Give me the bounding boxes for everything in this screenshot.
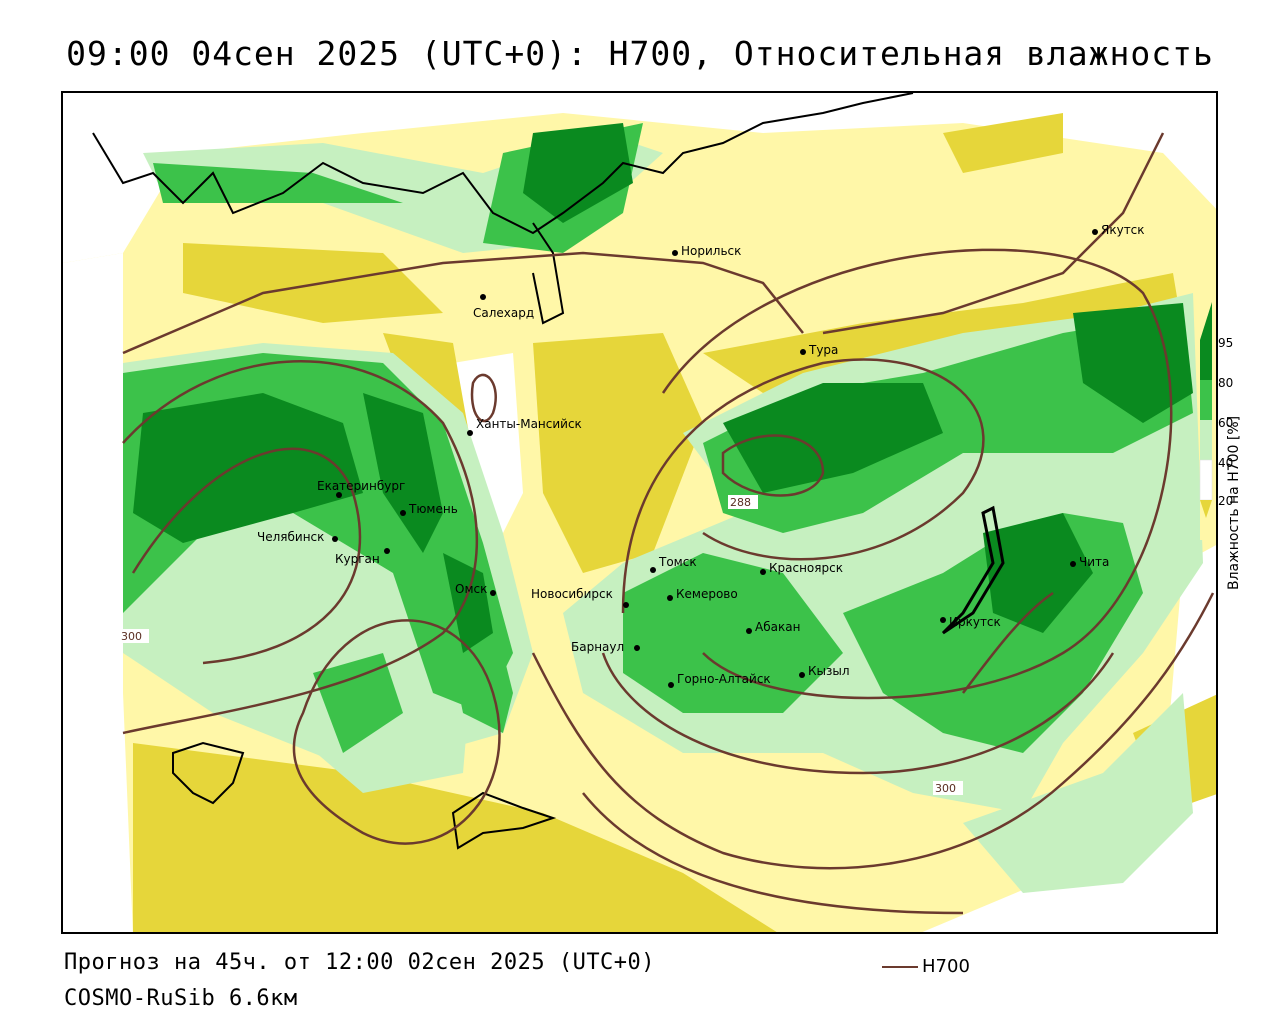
city-khanty-mansiysk: Ханты-Мансийск — [476, 417, 582, 431]
isoline-labels: 300 288 300 — [119, 495, 963, 795]
city-kemerovo: Кемерово — [676, 587, 738, 601]
legend-tick-95: 95 — [1218, 336, 1234, 350]
city-chelyabinsk: Челябинск — [257, 530, 324, 544]
legend-title: Влажность на H700 [%] — [1226, 415, 1242, 590]
city-yekaterinburg: Екатеринбург — [317, 479, 405, 493]
city-krasnoyarsk: Красноярск — [769, 561, 843, 575]
city-chita: Чита — [1079, 555, 1109, 569]
city-tomsk: Томск — [658, 555, 697, 569]
city-yakutsk: Якутск — [1101, 223, 1145, 237]
city-gorno-altaysk: Горно-Алтайск — [677, 672, 771, 686]
ob-gulf-coastline — [532, 222, 565, 325]
humidity-field-40-60-north — [63, 93, 1216, 263]
lake-baikal — [941, 505, 1005, 635]
arctic-coastline — [92, 93, 914, 235]
lake-outline — [172, 741, 245, 805]
h700-line-key: H700 — [882, 956, 970, 977]
map-title: 09:00 04сен 2025 (UTC+0): H700, Относите… — [66, 34, 1214, 73]
city-novosibirsk: Новосибирск — [531, 587, 613, 601]
h700-key-label: H700 — [922, 956, 970, 977]
map-canvas: 300 288 300 Норильск Якутск Салехард Тур… — [63, 93, 1216, 932]
city-kyzyl: Кызыл — [808, 664, 850, 678]
h700-isolines — [122, 132, 1215, 915]
model-name: COSMO-RuSib 6.6км — [64, 986, 298, 1011]
legend-tick-40: 40 — [1218, 456, 1234, 470]
humidity-map[interactable]: 300 288 300 Норильск Якутск Салехард Тур… — [61, 91, 1218, 934]
humidity-field-95-100 — [133, 393, 363, 543]
city-salekhard: Салехард — [473, 306, 534, 320]
city-tura: Тура — [808, 343, 838, 357]
lake-balkhash — [451, 791, 557, 850]
city-omsk: Омск — [455, 582, 487, 596]
isoline-label-300-west: 300 — [121, 630, 142, 643]
city-markers: Норильск Якутск Салехард Тура Ханты-Манс… — [257, 223, 1145, 688]
h700-line-swatch — [882, 966, 918, 968]
isoline-label-300-east: 300 — [935, 782, 956, 795]
city-kurgan: Курган — [335, 552, 380, 566]
city-norilsk: Норильск — [681, 244, 741, 258]
color-legend — [1198, 300, 1228, 560]
city-tyumen: Тюмень — [408, 502, 458, 516]
city-irkutsk: Иркутск — [949, 615, 1001, 629]
legend-tick-80: 80 — [1218, 376, 1234, 390]
city-abakan: Абакан — [755, 620, 800, 634]
humidity-field-0-20 — [183, 243, 443, 323]
legend-tick-60: 60 — [1218, 416, 1234, 430]
city-barnaul: Барнаул — [571, 640, 624, 654]
legend-tick-20: 20 — [1218, 494, 1234, 508]
forecast-info: Прогноз на 45ч. от 12:00 02сен 2025 (UTC… — [64, 950, 656, 975]
isoline-label-288: 288 — [730, 496, 751, 509]
